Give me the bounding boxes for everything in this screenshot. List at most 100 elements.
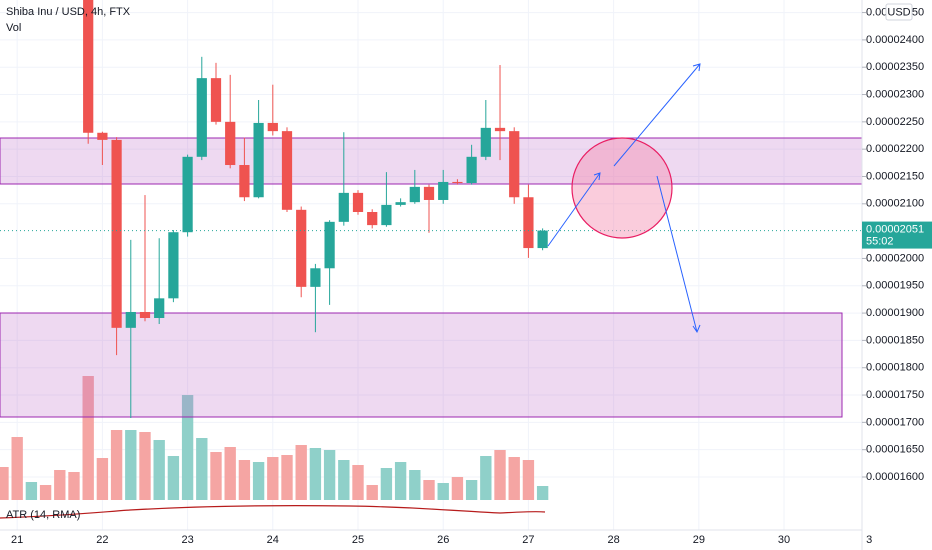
volume-bar <box>181 395 194 500</box>
x-tick-label: 26 <box>437 534 449 546</box>
volume-bar <box>281 455 293 500</box>
indicator-label: ATR (14, RMA) <box>6 509 80 521</box>
x-tick-label: 3 <box>866 534 872 546</box>
candle-body <box>338 192 349 222</box>
candle-body <box>239 165 250 198</box>
candle-body <box>381 204 392 226</box>
support-zone <box>0 312 843 418</box>
last-price-badge <box>862 221 932 249</box>
volume-bar <box>252 462 265 500</box>
candle-body <box>509 131 520 198</box>
currency-badge[interactable] <box>885 3 913 21</box>
candle-body <box>494 127 506 132</box>
y-tick-label: 0.00001750 <box>866 389 924 401</box>
y-tick-label: 0.00001800 <box>866 362 924 374</box>
volume-bar <box>338 460 350 500</box>
volume-bar <box>224 447 236 500</box>
volume-bar <box>25 482 38 500</box>
candle-body <box>210 78 222 122</box>
x-tick-label: 27 <box>522 534 534 546</box>
y-tick-label: 0.00001950 <box>866 280 924 292</box>
volume-bar <box>451 477 464 500</box>
volume-bar <box>352 465 364 500</box>
volume-bar <box>0 467 9 500</box>
volume-bar <box>110 430 123 500</box>
volume-bar <box>39 485 52 500</box>
volume-bar <box>394 462 407 500</box>
volume-bar <box>82 376 94 500</box>
candles <box>83 0 548 418</box>
volume-bar <box>309 448 322 500</box>
candle-body <box>225 121 236 166</box>
x-tick-label: 28 <box>607 534 619 546</box>
arrow <box>613 63 701 167</box>
currency-label[interactable]: USD <box>887 6 910 18</box>
y-tick-label: 0.00001650 <box>866 444 924 456</box>
volume-bar <box>522 460 535 500</box>
candle-body <box>281 131 293 210</box>
x-tick-label: 24 <box>267 534 279 546</box>
x-tick-label: 30 <box>778 534 790 546</box>
candle-body <box>97 132 108 140</box>
candle-body <box>168 232 179 299</box>
y-tick-label: 0.00001900 <box>866 307 924 319</box>
y-tick-label: 0.00002000 <box>866 252 924 264</box>
arrow <box>547 172 601 247</box>
candle-body <box>324 221 335 269</box>
volume-bar <box>196 438 208 500</box>
volume-bar <box>125 430 137 500</box>
volume-bar <box>494 450 506 500</box>
candle-body <box>196 78 207 157</box>
volume-bar <box>295 445 307 500</box>
volume-bar <box>366 485 378 500</box>
highlight-circle <box>571 137 673 239</box>
volume-bar <box>153 440 165 500</box>
arrow <box>656 175 701 334</box>
volume-bar <box>210 452 222 500</box>
candle-body <box>395 202 406 205</box>
volume-bar <box>423 480 435 500</box>
atr-line <box>0 505 546 519</box>
volume-bar <box>139 432 151 500</box>
y-tick-label: 0.00002200 <box>866 143 924 155</box>
candle-body <box>182 156 193 233</box>
volume-bar <box>409 470 421 500</box>
y-tick-label: 0.00002100 <box>866 198 924 210</box>
y-tick-label: 0.00002150 <box>866 170 924 182</box>
volume-bar <box>437 483 449 500</box>
y-tick-label: 0.00001700 <box>866 416 924 428</box>
candle-body <box>296 209 307 287</box>
volume-bar <box>380 468 393 500</box>
candle-body <box>423 186 435 200</box>
volume-bar <box>54 470 66 500</box>
y-tick-label: 0.00002250 <box>866 116 924 128</box>
symbol-title: Shiba Inu / USD, 4h, FTX <box>6 6 131 18</box>
x-tick-label: 21 <box>11 534 23 546</box>
volume-bar <box>167 456 180 500</box>
y-tick-label: 0.00002350 <box>866 61 924 73</box>
y-tick-label: 0.00001850 <box>866 334 924 346</box>
x-tick-label: 29 <box>693 534 705 546</box>
countdown: 55:02 <box>866 235 894 247</box>
volume-bar <box>267 457 279 500</box>
candle-body <box>111 139 122 328</box>
candle-body <box>367 212 378 226</box>
volume-bar <box>465 480 478 500</box>
candle-body <box>452 181 463 184</box>
candle-body <box>267 122 278 132</box>
y-tick-label: 0.00002400 <box>866 34 924 46</box>
volume-bar <box>11 437 23 500</box>
candle-body <box>154 298 165 318</box>
y-tick-label: 0.00002300 <box>866 88 924 100</box>
volume-bar <box>238 460 251 500</box>
candle-body <box>466 156 477 184</box>
candle-body <box>523 197 534 249</box>
candle-body <box>438 181 449 200</box>
volume-bar <box>480 456 492 500</box>
candle-body <box>125 311 136 328</box>
resistance-zone <box>0 137 863 185</box>
volume-bar <box>68 472 80 500</box>
candle-body <box>310 268 321 287</box>
